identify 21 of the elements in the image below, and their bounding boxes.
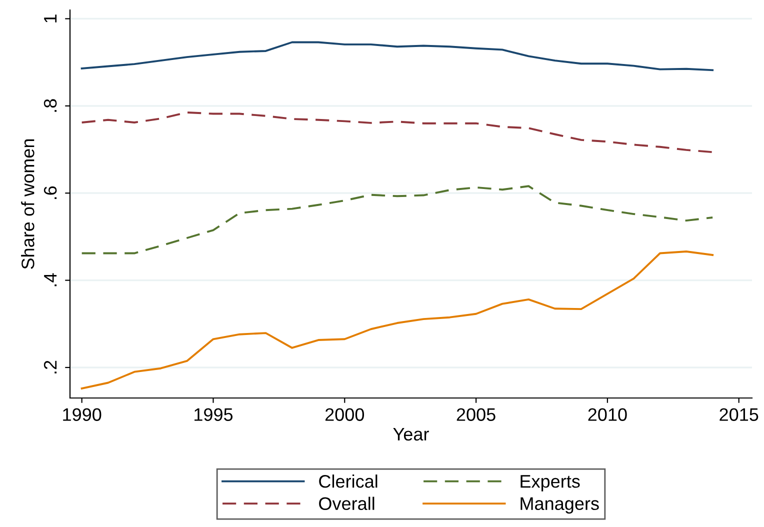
legend-label: Clerical [319, 474, 378, 488]
line-series [80, 185, 714, 254]
x-axis-title: Year [393, 428, 429, 441]
legend-label: Overall [319, 496, 374, 510]
y-tick-label: .4 [44, 273, 57, 286]
line-series [80, 41, 714, 72]
x-tick-label: 2010 [588, 408, 627, 421]
legend-label: Experts [520, 475, 580, 492]
x-tick-label: 2005 [456, 408, 496, 421]
y-tick-label: .6 [44, 186, 57, 199]
line-series [80, 250, 714, 390]
legend-label: Managers [520, 497, 599, 514]
y-tick-label: .2 [44, 360, 57, 374]
y-tick-label: 1 [44, 14, 57, 22]
x-tick-label: 2000 [325, 408, 364, 421]
x-tick-label: 1995 [194, 408, 233, 421]
x-tick-label: 2015 [720, 408, 758, 421]
line-series [80, 111, 714, 154]
y-axis-title: Share of women [21, 139, 34, 269]
y-tick-label: .8 [44, 99, 57, 112]
x-tick-label: 1990 [63, 408, 102, 421]
